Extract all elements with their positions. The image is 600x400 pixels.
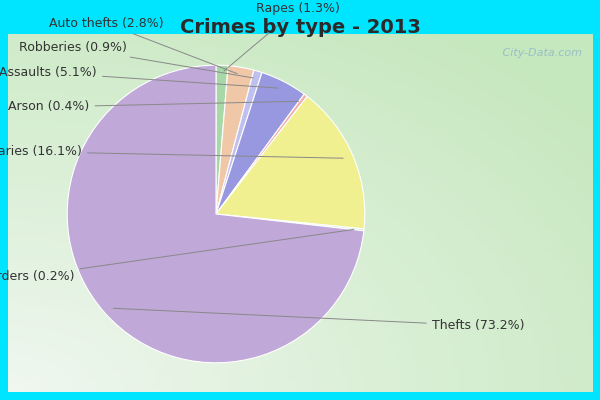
Text: Burglaries (16.1%): Burglaries (16.1%)	[0, 145, 343, 158]
Text: Auto thefts (2.8%): Auto thefts (2.8%)	[49, 17, 237, 74]
Text: Arson (0.4%): Arson (0.4%)	[8, 100, 298, 113]
Wedge shape	[216, 96, 365, 229]
Text: City-Data.com: City-Data.com	[499, 48, 582, 58]
Text: Assaults (5.1%): Assaults (5.1%)	[0, 66, 278, 88]
Wedge shape	[216, 66, 254, 214]
Wedge shape	[216, 214, 364, 231]
Wedge shape	[67, 65, 364, 363]
Text: Robberies (0.9%): Robberies (0.9%)	[19, 41, 253, 78]
Wedge shape	[216, 70, 262, 214]
Text: Crimes by type - 2013: Crimes by type - 2013	[179, 18, 421, 37]
Wedge shape	[216, 72, 304, 214]
Wedge shape	[216, 65, 228, 214]
Text: Rapes (1.3%): Rapes (1.3%)	[224, 2, 340, 71]
Text: Thefts (73.2%): Thefts (73.2%)	[113, 308, 524, 332]
Wedge shape	[216, 94, 307, 214]
Text: Murders (0.2%): Murders (0.2%)	[0, 230, 354, 283]
